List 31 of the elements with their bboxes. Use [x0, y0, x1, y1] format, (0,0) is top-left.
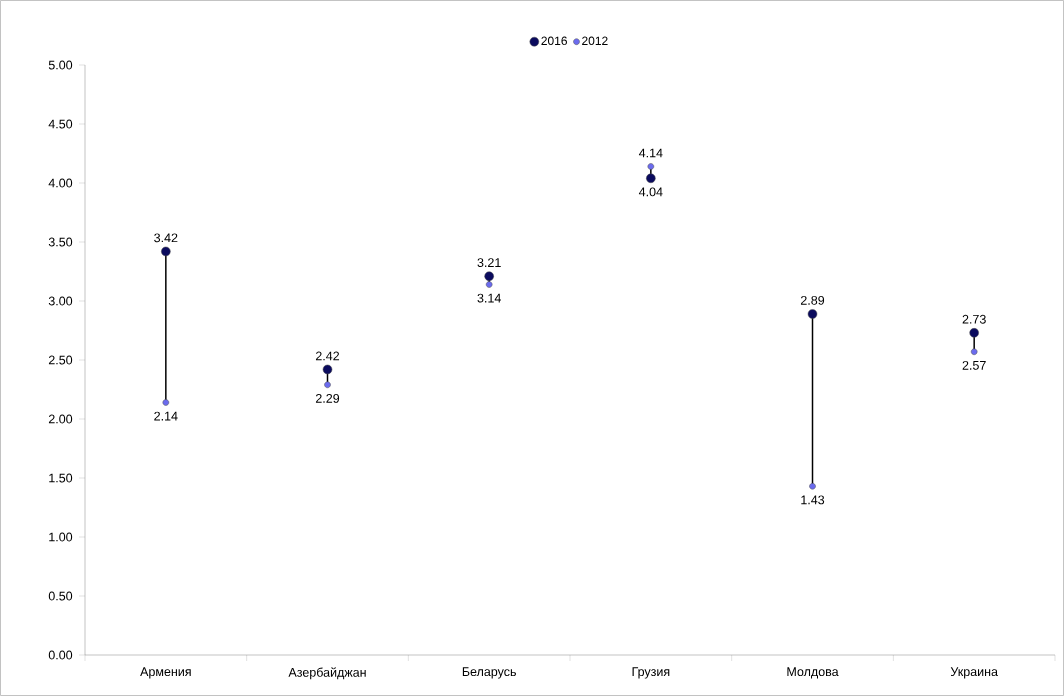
- data-label: 2.29: [315, 393, 340, 403]
- x-tick-label: Азербайджан: [288, 667, 366, 680]
- data-label: 2.57: [962, 360, 986, 370]
- y-tick-label: 3.00: [48, 296, 73, 306]
- data-label: 4.14: [638, 148, 663, 158]
- x-tick-label: Грузия: [632, 667, 670, 679]
- x-tick-label: Украина: [950, 667, 998, 679]
- y-tick-label: 2.00: [48, 414, 73, 424]
- data-label: 2.89: [800, 295, 825, 305]
- data-label: 2.73: [962, 314, 986, 324]
- data-label: 3.21: [477, 258, 501, 268]
- x-tick-label: Беларусь: [462, 667, 516, 679]
- legend-label: 2016: [541, 36, 567, 46]
- y-tick-label: 4.00: [48, 178, 73, 188]
- y-tick-label: 2.50: [48, 355, 73, 365]
- y-tick-label: 4.50: [48, 119, 73, 129]
- y-tick-label: 1.00: [49, 532, 73, 542]
- data-label: 4.04: [638, 187, 663, 197]
- x-tick-label: Армения: [140, 667, 191, 679]
- data-label: 3.14: [477, 293, 501, 303]
- y-tick-label: 3.50: [48, 237, 73, 247]
- data-label: 3.42: [154, 233, 178, 243]
- x-tick-label: Молдова: [787, 667, 839, 679]
- y-tick-label: 0.50: [48, 591, 73, 601]
- data-label: 1.43: [801, 495, 825, 505]
- y-tick-label: 5.00: [48, 60, 73, 70]
- data-label: 2.14: [154, 411, 178, 421]
- legend-label: 2012: [582, 36, 608, 46]
- y-tick-label: 0.00: [48, 650, 73, 660]
- data-label: 2.42: [315, 351, 340, 361]
- y-tick-label: 1.50: [49, 473, 73, 483]
